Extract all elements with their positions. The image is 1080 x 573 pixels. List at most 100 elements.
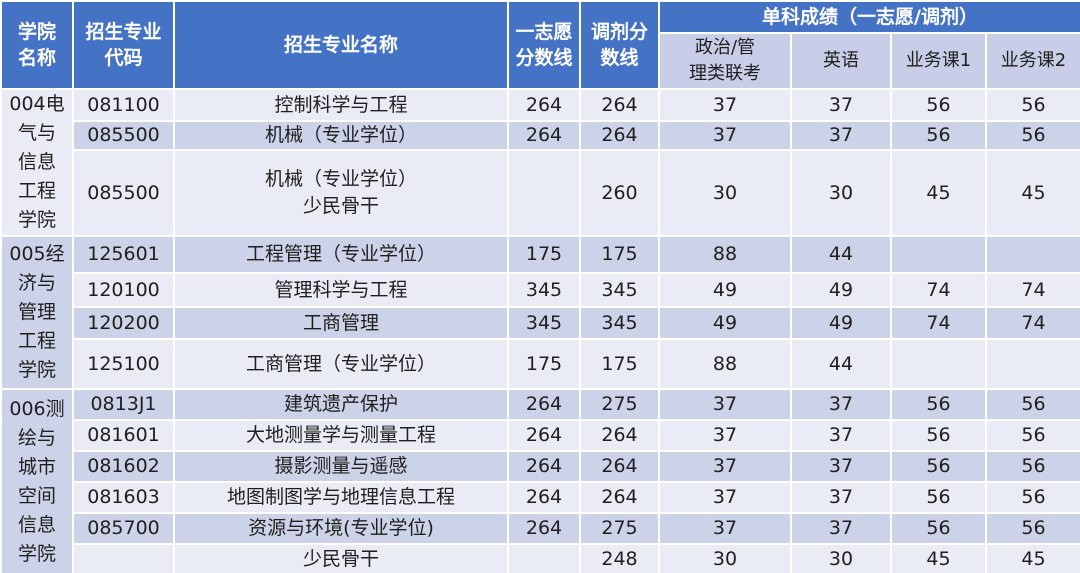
cell-course1: 56 bbox=[890, 512, 987, 545]
cell-major-name: 地图制图学与地理信息工程 bbox=[173, 481, 509, 514]
cell-politics: 88 bbox=[658, 235, 792, 274]
cell-politics: 49 bbox=[658, 306, 792, 340]
cell-first-choice bbox=[507, 543, 581, 573]
cell-course2: 45 bbox=[984, 149, 1080, 237]
cell-politics: 37 bbox=[658, 419, 792, 452]
cell-english: 37 bbox=[790, 450, 892, 483]
cell-course1: 56 bbox=[890, 388, 987, 421]
cell-major-name: 大地测量学与测量工程 bbox=[173, 419, 509, 452]
cell-first-choice: 264 bbox=[507, 120, 581, 152]
college-cell: 005经 济与 管理 工程 学院 bbox=[0, 235, 74, 390]
cell-course1: 74 bbox=[890, 272, 987, 308]
cell-adjustment: 175 bbox=[579, 235, 660, 274]
header-politics: 政治/管 理类联考 bbox=[658, 32, 792, 90]
cell-adjustment: 264 bbox=[579, 87, 660, 123]
cell-first-choice bbox=[507, 149, 581, 237]
cell-course1: 56 bbox=[890, 481, 987, 514]
cell-politics: 37 bbox=[658, 388, 792, 421]
cell-english: 37 bbox=[790, 512, 892, 545]
cell-adjustment: 264 bbox=[579, 120, 660, 152]
cell-english: 37 bbox=[790, 120, 892, 152]
cell-english: 37 bbox=[790, 419, 892, 452]
cell-politics: 37 bbox=[658, 450, 792, 483]
cell-course1: 56 bbox=[890, 120, 987, 152]
header-major-name: 招生专业名称 bbox=[173, 0, 509, 90]
cell-politics: 30 bbox=[658, 543, 792, 573]
cell-first-choice: 175 bbox=[507, 338, 581, 390]
cell-course1 bbox=[890, 338, 987, 390]
cell-first-choice: 264 bbox=[507, 388, 581, 421]
header-first-choice-line: 一志愿 分数线 bbox=[507, 0, 581, 90]
cell-course1: 56 bbox=[890, 419, 987, 452]
cell-first-choice: 264 bbox=[507, 450, 581, 483]
table-row: 081603 地图制图学与地理信息工程 264 264 37 37 56 56 bbox=[1, 481, 1080, 514]
college-cell: 004电 气与 信息 工程 学院 bbox=[0, 88, 74, 237]
cell-adjustment: 260 bbox=[579, 149, 660, 237]
cell-major-code: 125100 bbox=[72, 338, 175, 390]
cell-adjustment: 264 bbox=[579, 450, 660, 483]
cell-major-name: 摄影测量与遥感 bbox=[173, 450, 509, 483]
cell-major-code: 085500 bbox=[72, 120, 175, 152]
cell-major-name: 机械（专业学位） bbox=[173, 120, 509, 152]
cell-major-name: 建筑遗产保护 bbox=[173, 388, 509, 421]
cell-english: 37 bbox=[790, 87, 892, 123]
cell-adjustment: 175 bbox=[579, 338, 660, 390]
cell-major-code: 085700 bbox=[72, 512, 175, 545]
cell-major-name: 管理科学与工程 bbox=[173, 272, 509, 308]
cell-english: 37 bbox=[790, 388, 892, 421]
cell-major-name: 工商管理（专业学位） bbox=[173, 338, 509, 390]
cell-politics: 37 bbox=[658, 481, 792, 514]
cell-politics: 30 bbox=[658, 149, 792, 237]
cell-course1: 56 bbox=[890, 450, 987, 483]
cell-course2 bbox=[984, 235, 1080, 274]
cell-major-code: 081100 bbox=[72, 87, 175, 123]
cell-major-code: 085500 bbox=[72, 149, 175, 237]
table-row: 少民骨干 248 30 30 45 45 bbox=[1, 543, 1080, 573]
cell-english: 49 bbox=[790, 272, 892, 308]
cell-english: 30 bbox=[790, 149, 892, 237]
cell-first-choice: 345 bbox=[507, 272, 581, 308]
table-row: 085700 资源与环境(专业学位) 264 275 37 37 56 56 bbox=[1, 512, 1080, 545]
cell-major-name: 资源与环境(专业学位) bbox=[173, 512, 509, 545]
cell-first-choice: 264 bbox=[507, 87, 581, 123]
header-single-subject-group: 单科成绩（一志愿/调剂） bbox=[657, 0, 1080, 34]
college-cell: 006测 绘与 城市 空间 信息 学院 bbox=[0, 388, 74, 573]
cell-politics: 88 bbox=[658, 338, 792, 390]
cell-major-code: 120100 bbox=[72, 272, 175, 308]
table-row: 085500 机械（专业学位） 少民骨干 260 30 30 45 45 bbox=[1, 149, 1080, 237]
cell-major-name: 工商管理 bbox=[173, 306, 509, 340]
cell-course2: 56 bbox=[984, 87, 1080, 123]
cell-english: 37 bbox=[790, 481, 892, 514]
cell-first-choice: 264 bbox=[507, 512, 581, 545]
table-row: 120200 工商管理 345 345 49 49 74 74 bbox=[1, 306, 1080, 340]
cell-major-code: 081603 bbox=[72, 481, 175, 514]
cell-english: 44 bbox=[790, 235, 892, 274]
header-course1: 业务课1 bbox=[890, 32, 987, 90]
header-course2: 业务课2 bbox=[984, 32, 1080, 90]
header-major-code: 招生专业 代码 bbox=[72, 0, 175, 90]
table-row: 006测 绘与 城市 空间 信息 学院 0813J1 建筑遗产保护 264 27… bbox=[0, 388, 1080, 573]
cell-course1: 45 bbox=[890, 149, 987, 237]
table-row: 004电 气与 信息 工程 学院 081100 控制科学与工程 264 264 … bbox=[0, 87, 1080, 237]
header-english: 英语 bbox=[790, 32, 892, 90]
table-row: 005经 济与 管理 工程 学院 125601 工程管理（专业学位） 175 1… bbox=[0, 235, 1080, 390]
header-row-top: 学院 名称 招生专业 代码 招生专业名称 一志愿 分数线 调剂分 数线 单科成绩… bbox=[0, 0, 1080, 90]
cell-first-choice: 175 bbox=[507, 235, 581, 274]
cell-adjustment: 275 bbox=[579, 512, 660, 545]
cell-politics: 37 bbox=[658, 87, 792, 123]
cell-major-code: 081601 bbox=[72, 419, 175, 452]
cell-adjustment: 264 bbox=[579, 481, 660, 514]
cell-politics: 49 bbox=[658, 272, 792, 308]
cell-major-code bbox=[72, 543, 175, 573]
cell-course2: 56 bbox=[984, 388, 1080, 421]
cell-major-name: 机械（专业学位） 少民骨干 bbox=[173, 149, 509, 237]
header-row-sub: 政治/管 理类联考 英语 业务课1 业务课2 bbox=[1, 32, 1080, 90]
cell-first-choice: 345 bbox=[507, 306, 581, 340]
cell-course2: 45 bbox=[984, 543, 1080, 573]
cell-course2: 56 bbox=[984, 120, 1080, 152]
cell-politics: 37 bbox=[658, 120, 792, 152]
cell-course1: 74 bbox=[890, 306, 987, 340]
cell-first-choice: 264 bbox=[507, 419, 581, 452]
table-row: 085500 机械（专业学位） 264 264 37 37 56 56 bbox=[1, 120, 1080, 152]
